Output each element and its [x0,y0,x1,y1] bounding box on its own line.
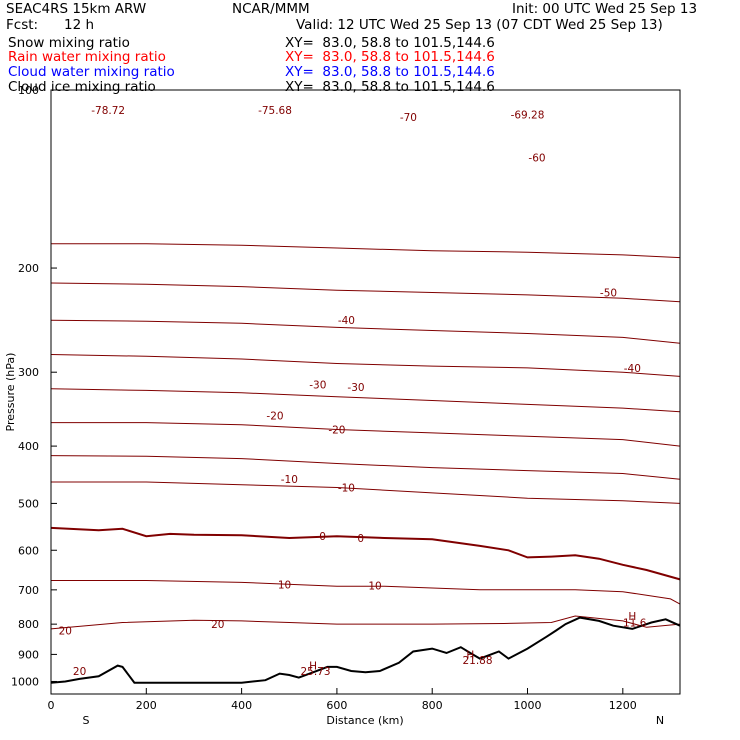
contour-label: -20 [328,425,345,437]
y-tick-label: 800 [18,618,39,631]
x-axis-label: Distance (km) [326,714,403,727]
field-xy-cloud-ice: XY= 83.0, 58.8 to 101.5,144.6 [285,79,495,95]
contour-line [50,319,681,344]
contour-label: -40 [624,363,641,375]
y-tick-label: 600 [18,544,39,557]
contour-label: -10 [281,474,298,486]
contour-label: -78.72 [91,105,125,117]
contour-line [51,422,681,447]
contour-label: 20 [73,666,86,678]
contour-label: -50 [600,288,617,300]
valid-time: Valid: 12 UTC Wed 25 Sep 13 (07 CDT Wed … [296,17,663,33]
contour-line [50,615,681,630]
terrain [50,616,681,684]
y-axis-ticks: 200 300 400 500 600 700 800 900 1000 100 [11,84,57,689]
contour-label: 0 [357,533,364,545]
field-xy-snow: XY= 83.0, 58.8 to 101.5,144.6 [285,35,495,51]
contour-label: H [628,611,636,623]
contour-label: -70 [400,112,417,124]
contour-line [50,388,681,413]
y-tick-label: 300 [18,366,39,379]
contour-label: 10 [368,580,381,592]
contour-label: -20 [266,410,283,422]
contour-labels: -78.72 -75.68 -70 -69.28 -60 -50 -40 -40 -30 -30 -… [59,105,647,678]
fcst-label: Fcst: [6,17,39,33]
model-title: SEAC4RS 15km ARW [6,1,147,17]
contour-line [50,354,681,377]
x-tick-label: 1200 [609,699,637,712]
y-axis-label: Pressure (hPa) [4,353,17,432]
x-tick-label: 400 [231,699,252,712]
y-tick-label: 200 [18,262,39,275]
x-tick-label: 1000 [514,699,542,712]
contour-label: -75.68 [258,105,292,117]
init-time: Init: 00 UTC Wed 25 Sep 13 [512,1,698,17]
y-tick-label: 500 [18,497,39,510]
contour-line [50,455,681,480]
contour-label: 11.6 [623,618,647,630]
x-axis-ticks: 0 200 400 600 800 1000 1200 [48,688,637,712]
contour-label: -30 [347,382,364,394]
field-name-cloud-ice: Cloud ice mixing ratio [8,79,156,95]
field-name-snow: Snow mixing ratio [8,35,130,51]
x-tick-label: 200 [136,699,157,712]
contour-label: 10 [278,579,291,591]
field-name-rain: Rain water mixing ratio [8,49,166,65]
y-tick-label: 100 [18,84,39,97]
contour-line [50,282,681,303]
contour-label: 0 [319,531,326,543]
field-xy-cloud-water: XY= 83.0, 58.8 to 101.5,144.6 [285,64,495,80]
y-tick-label: 1000 [11,676,39,689]
contour-line [50,526,681,581]
field-xy-rain: XY= 83.0, 58.8 to 101.5,144.6 [285,49,495,65]
contour-label: -60 [528,152,545,164]
endpoint-north: N [656,714,664,727]
org-label: NCAR/MMM [232,1,310,17]
endpoint-south: S [83,714,90,727]
contour-line [51,481,681,504]
contour-label: -30 [309,380,326,392]
x-tick-label: 800 [422,699,443,712]
temperature-contours [50,243,681,630]
contour-label: -69.28 [511,110,545,122]
field-name-cloud-water: Cloud water mixing ratio [8,64,175,80]
terrain-line [50,616,681,684]
contour-line [51,580,681,605]
x-tick-label: 0 [48,699,55,712]
contour-label: -10 [338,483,355,495]
y-tick-label: 400 [18,440,39,453]
plot-frame [50,89,681,695]
contour-label: 21.88 [462,655,492,667]
fcst-value: 12 h [64,17,95,33]
x-tick-label: 600 [326,699,347,712]
contour-label: 20 [211,619,224,631]
contour-label: 20 [59,626,72,638]
y-tick-label: 900 [18,648,39,661]
contour-label: H [309,661,317,673]
contour-label: -40 [338,315,355,327]
contour-line [51,243,681,259]
y-tick-label: 700 [18,584,39,597]
contour-label: 25.73 [300,666,330,678]
contour-label: H [466,649,474,661]
